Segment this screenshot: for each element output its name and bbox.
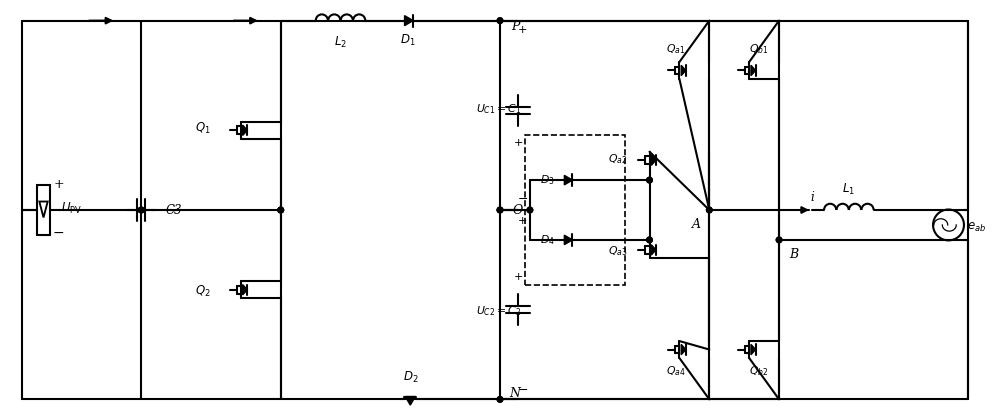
Text: +: +	[518, 25, 528, 34]
Circle shape	[497, 396, 503, 402]
Circle shape	[278, 207, 284, 213]
Text: $Q_1$: $Q_1$	[195, 121, 211, 136]
Text: $Q_{a2}$: $Q_{a2}$	[608, 152, 627, 166]
Bar	[525, 135, 625, 285]
Circle shape	[497, 207, 503, 213]
Text: $U_{C1}{=}C_1$: $U_{C1}{=}C_1$	[476, 102, 522, 116]
Text: $e_{ab}$: $e_{ab}$	[967, 221, 987, 234]
Polygon shape	[564, 235, 572, 244]
Text: $Q_{a1}$: $Q_{a1}$	[666, 43, 685, 56]
Text: $D_2$: $D_2$	[403, 370, 418, 385]
Text: $D_4$: $D_4$	[540, 234, 555, 247]
Circle shape	[138, 207, 144, 213]
Circle shape	[647, 237, 652, 243]
Text: $Q_{a3}$: $Q_{a3}$	[608, 244, 627, 258]
Text: $U_{C2}{=}C_2$: $U_{C2}{=}C_2$	[476, 304, 521, 318]
Circle shape	[776, 237, 782, 243]
Text: $Q_{b1}$: $Q_{b1}$	[749, 43, 769, 56]
Polygon shape	[405, 396, 415, 405]
Circle shape	[138, 207, 144, 213]
Text: −: −	[518, 384, 528, 397]
Text: $L_2$: $L_2$	[334, 35, 347, 50]
Text: −: −	[518, 192, 528, 205]
Text: +: +	[514, 272, 523, 282]
Polygon shape	[681, 65, 686, 76]
Polygon shape	[243, 125, 247, 135]
Text: C3: C3	[165, 204, 182, 216]
Text: O: O	[513, 204, 523, 216]
Circle shape	[497, 18, 503, 24]
Circle shape	[497, 207, 503, 213]
Circle shape	[707, 207, 712, 213]
Circle shape	[278, 207, 284, 213]
Circle shape	[278, 207, 284, 213]
Circle shape	[707, 207, 712, 213]
Text: +: +	[518, 216, 528, 226]
Polygon shape	[651, 155, 656, 165]
Text: $U_{\rm PV}$: $U_{\rm PV}$	[61, 200, 83, 215]
Text: +: +	[514, 138, 523, 148]
Text: A: A	[692, 218, 701, 231]
Bar	[37, 185, 50, 235]
Text: i: i	[810, 191, 814, 204]
Polygon shape	[564, 176, 572, 185]
Polygon shape	[405, 16, 413, 26]
Text: −: −	[53, 226, 64, 240]
Polygon shape	[243, 285, 247, 295]
Text: $Q_{b2}$: $Q_{b2}$	[749, 365, 769, 378]
Text: +: +	[53, 178, 64, 191]
Circle shape	[776, 237, 782, 243]
Polygon shape	[651, 245, 656, 255]
Text: $L_1$: $L_1$	[842, 181, 855, 197]
Circle shape	[647, 177, 652, 183]
Text: $Q_2$: $Q_2$	[195, 284, 211, 299]
Polygon shape	[681, 344, 686, 355]
Circle shape	[497, 396, 503, 402]
Circle shape	[647, 177, 652, 183]
Circle shape	[527, 207, 533, 213]
Text: B: B	[789, 248, 799, 261]
Circle shape	[527, 207, 533, 213]
Text: P: P	[511, 20, 519, 33]
Circle shape	[138, 207, 144, 213]
Polygon shape	[751, 65, 756, 76]
Circle shape	[497, 18, 503, 24]
Text: $D_1$: $D_1$	[400, 33, 415, 48]
Circle shape	[647, 237, 652, 243]
Circle shape	[497, 207, 503, 213]
Text: N: N	[509, 387, 520, 400]
Text: $D_3$: $D_3$	[540, 173, 555, 186]
Text: $Q_{a4}$: $Q_{a4}$	[666, 365, 685, 378]
Polygon shape	[751, 344, 756, 355]
